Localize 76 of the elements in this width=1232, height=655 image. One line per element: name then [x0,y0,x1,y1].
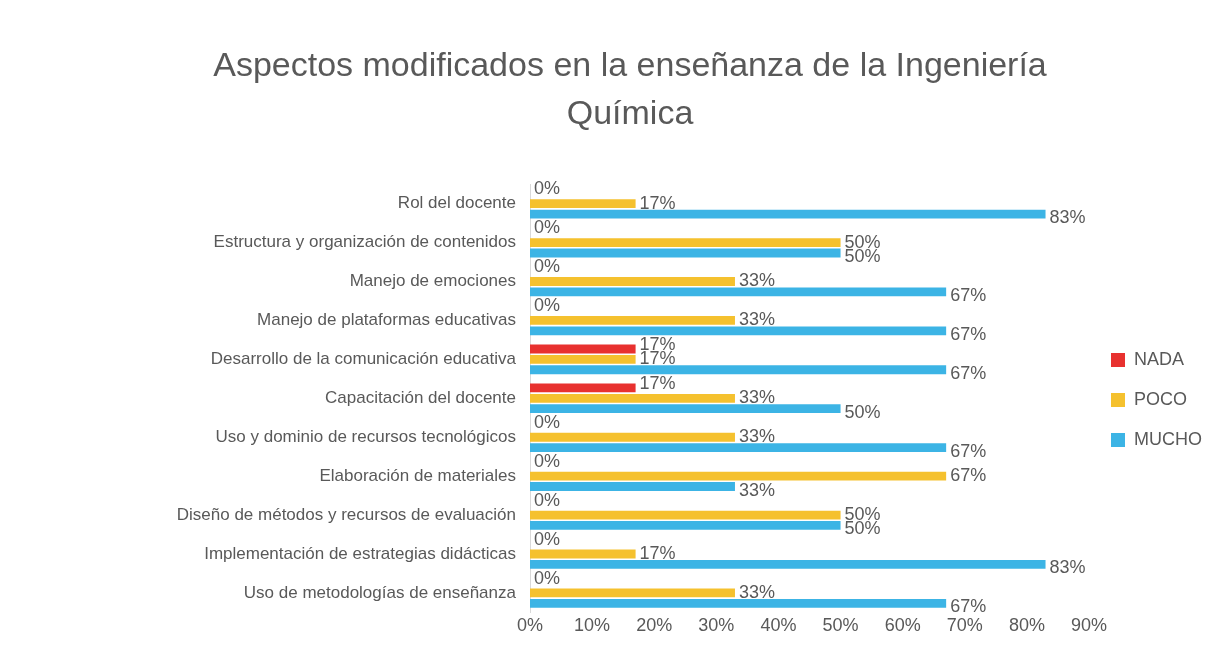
bar [530,383,636,393]
y-tick-label: Rol del docente [397,193,516,213]
y-tick-label: Uso y dominio de recursos tecnológicos [215,426,516,446]
data-label: 33% [738,387,775,408]
bar [530,521,841,530]
x-tick-label: 80% [1008,615,1045,636]
bar [530,287,947,297]
bar [530,209,1046,219]
y-tick-label: Manejo de plataformas educativas [257,310,516,330]
bar [530,549,636,559]
data-label: 0% [534,295,561,316]
data-label: 0% [534,178,561,199]
legend-label: MUCHO [1134,428,1203,449]
chart-title: Aspectos modificados en la enseñanza de la Ingeniería Química [212,44,1048,133]
bar [530,510,841,520]
y-tick-label: Uso de metodologías de enseñanza [243,582,517,602]
bar [530,316,735,325]
data-label: 0% [534,256,561,277]
data-label: 33% [738,581,775,602]
data-label: 67% [950,362,987,383]
data-label: 67% [950,440,987,461]
bar [530,588,735,598]
data-label: 0% [534,489,561,510]
data-label: 17% [639,192,676,213]
data-label: 0% [534,567,561,588]
x-tick-label: 10% [574,615,611,636]
legend-label: NADA [1134,348,1185,369]
x-tick-label: 70% [946,615,983,636]
x-tick-label: 50% [822,615,859,636]
bar [530,238,841,247]
data-label: 0% [534,217,561,238]
data-label: 33% [738,426,775,447]
data-label: 33% [738,309,775,330]
bar [530,471,947,481]
y-tick-label: Manejo de emociones [349,271,516,291]
bar [530,199,636,209]
data-label: 67% [950,323,987,344]
data-label: 17% [639,372,676,393]
x-tick-label: 20% [636,615,673,636]
legend-label: POCO [1134,388,1188,409]
bar [530,344,636,354]
data-label: 33% [738,479,775,500]
bar [530,443,947,453]
bar [530,365,947,375]
data-label: 67% [950,465,987,486]
bar [530,404,841,414]
bar [530,326,947,336]
data-label: 67% [950,284,987,305]
data-label: 0% [534,411,561,432]
bar [530,482,735,491]
data-label: 67% [950,596,987,617]
y-tick-label: Desarrollo de la comunicación educativa [210,349,517,369]
data-label: 83% [1049,557,1086,578]
bar [530,277,735,286]
data-label: 0% [534,450,561,471]
x-tick-label: 40% [760,615,797,636]
y-tick-label: Elaboración de materiales [319,465,516,485]
y-tick-label: Estructura y organización de contenidos [213,232,516,252]
x-tick-label: 0% [516,615,544,636]
bar [530,598,947,608]
y-tick-label: Implementación de estrategias didácticas [204,543,516,563]
y-tick-label: Capacitación del docente [325,387,516,407]
x-tick-label: 60% [884,615,921,636]
x-tick-label: 90% [1070,615,1108,636]
x-tick-label: 30% [698,615,735,636]
data-label: 83% [1049,207,1086,228]
bar [530,248,841,258]
data-label: 33% [738,270,775,291]
data-label: 0% [534,528,561,549]
y-tick-label: Diseño de métodos y recursos de evaluación [176,504,516,524]
bar [530,559,1046,569]
bar [530,393,735,403]
data-label: 17% [639,542,676,563]
bar [530,432,735,442]
data-label: 50% [844,401,881,422]
bar [530,354,636,364]
